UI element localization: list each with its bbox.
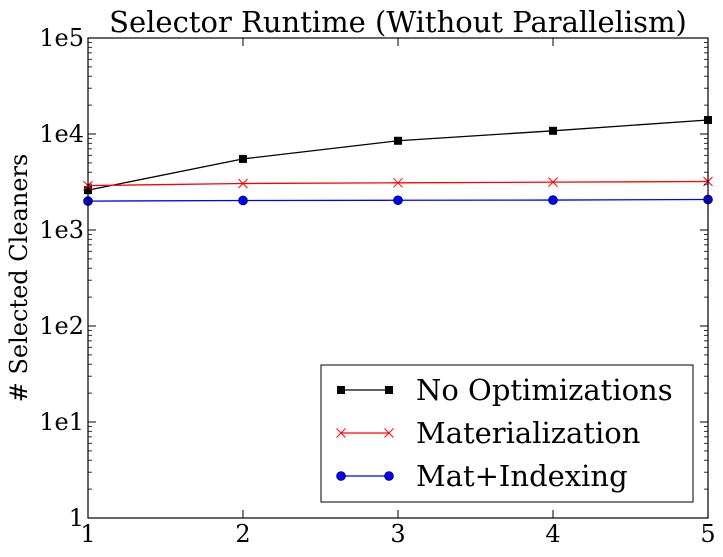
legend-label: Mat+Indexing (416, 459, 628, 493)
series-line (87, 119, 709, 191)
y-axis-label: # Selected Cleaners (5, 154, 33, 403)
y-tick-label: 1e1 (39, 408, 84, 436)
y-tick-label: 1e2 (39, 312, 84, 340)
data-point (394, 136, 402, 145)
legend-item: Mat+Indexing (336, 459, 628, 493)
data-point (238, 195, 248, 206)
legend-item: Materialization (336, 416, 640, 450)
series-2 (83, 194, 713, 206)
data-point (393, 177, 403, 188)
y-tick-label: 1e4 (39, 120, 84, 148)
series-1 (83, 176, 713, 191)
data-point (548, 195, 558, 205)
series-line (87, 180, 709, 187)
chart-title: Selector Runtime (Without Parallelism) (109, 5, 687, 39)
legend-marker (337, 386, 345, 394)
legend: No Optimizations Materialization Mat+Index… (320, 364, 694, 503)
legend-item: No Optimizations (337, 373, 673, 407)
data-point (549, 126, 557, 135)
legend-marker (384, 428, 394, 438)
x-tick-label: 1 (80, 520, 95, 548)
y-tick-label: 1 (69, 504, 84, 532)
x-tick-label: 3 (390, 520, 405, 548)
x-tick-label: 5 (700, 520, 715, 548)
data-point (548, 177, 558, 188)
legend-marker (385, 386, 393, 394)
legend-label: Materialization (416, 416, 640, 450)
legend-marker (336, 428, 346, 438)
plot-marks (83, 115, 713, 206)
y-tick-label: 1e3 (39, 216, 84, 244)
legend-marker (336, 471, 346, 481)
y-tick-label: 1e5 (39, 24, 84, 52)
data-point (393, 195, 403, 206)
data-point (238, 178, 248, 189)
x-tick-label: 2 (235, 520, 250, 548)
x-tick-label: 4 (545, 520, 560, 548)
legend-marker (384, 471, 394, 481)
axes: 1 2 3 4 5 1 1e1 1e2 1e3 1e4 1e5 (39, 24, 715, 548)
legend-label: No Optimizations (416, 373, 673, 407)
data-point (239, 154, 247, 163)
